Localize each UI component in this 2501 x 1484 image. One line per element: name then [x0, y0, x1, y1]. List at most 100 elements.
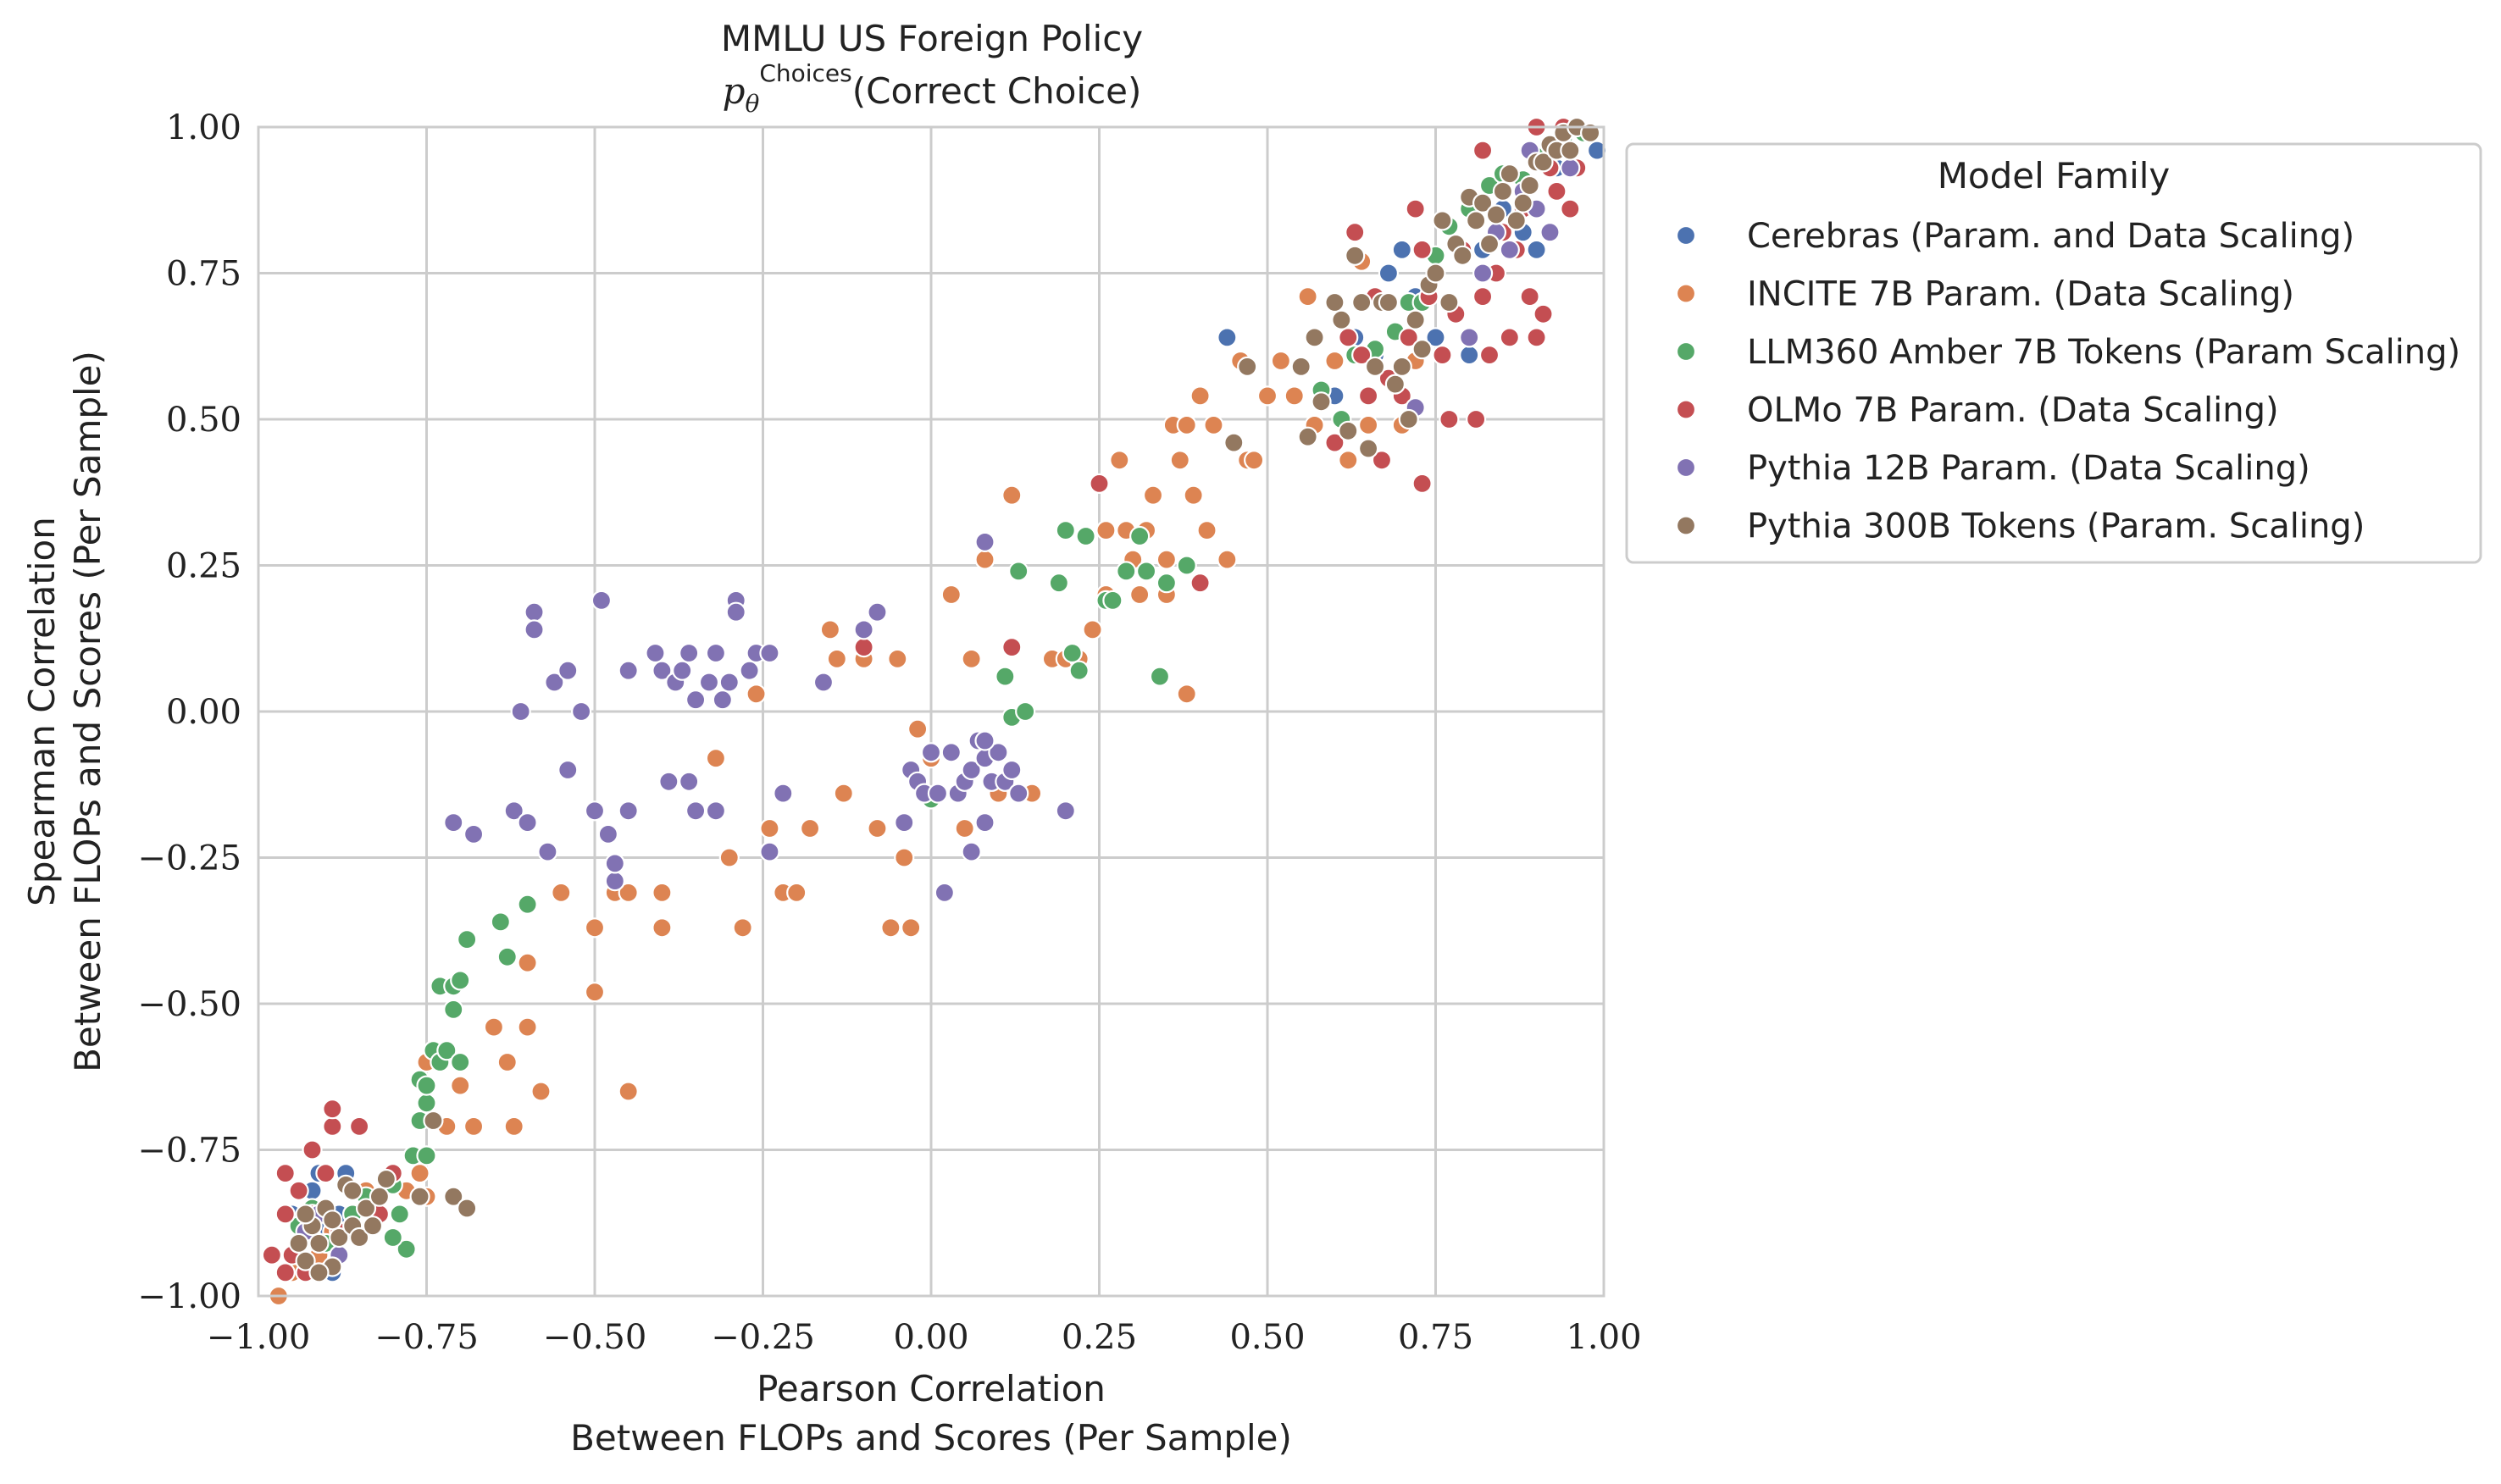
y-axis-title-line1: Spearman Correlation: [21, 517, 63, 906]
data-point: [1338, 327, 1359, 348]
data-point: [652, 660, 673, 681]
data-point: [1432, 345, 1453, 366]
data-point: [833, 783, 854, 804]
legend-marker: [1675, 399, 1697, 420]
data-point: [409, 1186, 430, 1207]
data-point: [961, 648, 982, 670]
data-point: [1116, 561, 1137, 582]
data-point: [322, 1116, 343, 1138]
data-point: [1391, 239, 1412, 260]
data-point: [1405, 198, 1426, 219]
data-point: [1290, 356, 1312, 377]
data-point: [1135, 561, 1157, 582]
data-point: [679, 771, 700, 792]
series-6-points: [288, 116, 1601, 1283]
data-point: [1311, 391, 1332, 413]
data-point: [457, 1198, 478, 1219]
data-point: [1001, 485, 1023, 506]
data-point: [732, 917, 753, 939]
data-point: [1055, 519, 1076, 541]
data-point: [880, 917, 901, 939]
data-point: [1485, 204, 1507, 225]
legend-label: LLM360 Amber 7B Tokens (Param Scaling): [1747, 333, 2460, 372]
data-points: [261, 116, 1608, 1307]
legend-label: Cerebras (Param. and Data Scaling): [1747, 217, 2354, 256]
legend-item: Cerebras (Param. and Data Scaling): [1675, 217, 2354, 256]
data-point: [685, 689, 707, 711]
data-point: [329, 1227, 350, 1249]
x-tick-label: −0.50: [543, 1318, 647, 1357]
data-point: [1506, 210, 1527, 231]
data-point: [974, 811, 995, 833]
data-point: [1149, 666, 1171, 687]
data-point: [887, 648, 908, 670]
y-tick-label: 1.00: [166, 108, 241, 147]
y-tick-label: 0.50: [166, 401, 241, 440]
y-tick-label: 0.00: [166, 693, 241, 732]
x-axis-title-line2: Between FLOPs and Scores (Per Sample): [570, 1417, 1292, 1459]
data-point: [1472, 140, 1494, 161]
data-point: [1492, 180, 1514, 202]
data-point: [1176, 684, 1197, 705]
data-point: [416, 1093, 437, 1114]
data-point: [1357, 414, 1379, 435]
data-point: [1357, 438, 1379, 459]
data-point: [940, 584, 962, 606]
data-point: [867, 601, 888, 623]
data-point: [1129, 525, 1151, 547]
data-point: [450, 1075, 471, 1096]
data-point: [450, 970, 471, 991]
data-point: [1526, 327, 1547, 348]
data-point: [604, 853, 625, 874]
data-point: [355, 1198, 377, 1219]
data-point: [1512, 192, 1533, 213]
legend-title: Model Family: [1938, 155, 2171, 197]
data-point: [1425, 263, 1446, 284]
legend-item: Pythia 300B Tokens (Param. Scaling): [1675, 507, 2365, 546]
data-point: [652, 882, 673, 904]
data-point: [1183, 485, 1204, 506]
legend-label: OLMo 7B Param. (Data Scaling): [1747, 391, 2279, 430]
data-point: [1371, 450, 1393, 471]
data-point: [369, 1186, 391, 1207]
data-point: [901, 917, 922, 939]
data-point: [584, 800, 606, 822]
data-point: [288, 1232, 309, 1254]
data-point: [988, 742, 1009, 763]
data-point: [1256, 385, 1278, 407]
y-tick-label: 0.25: [166, 547, 241, 586]
data-point: [597, 823, 618, 845]
data-point: [1324, 291, 1345, 313]
data-point: [443, 811, 464, 833]
data-point: [1546, 180, 1567, 202]
legend-label: Pythia 12B Param. (Data Scaling): [1747, 449, 2310, 488]
subtitle-subscript: θ: [745, 90, 759, 118]
data-point: [1338, 420, 1359, 441]
data-point: [1156, 549, 1178, 570]
data-point: [1008, 561, 1029, 582]
data-point: [1560, 198, 1581, 219]
data-point: [812, 672, 835, 693]
data-point: [591, 590, 613, 612]
data-point: [584, 917, 606, 939]
data-point: [759, 817, 780, 839]
data-point: [1432, 210, 1453, 231]
data-point: [1169, 450, 1190, 471]
data-point: [853, 636, 874, 658]
data-point: [1499, 163, 1520, 185]
data-point: [1459, 327, 1480, 348]
data-point: [1466, 210, 1487, 231]
data-point: [1109, 450, 1130, 471]
data-point: [517, 894, 538, 915]
data-point: [799, 817, 821, 839]
data-point: [1048, 573, 1069, 594]
data-point: [974, 730, 995, 751]
data-point: [961, 841, 982, 862]
data-point: [1472, 286, 1494, 307]
legend-marker: [1675, 515, 1697, 536]
data-point: [604, 870, 625, 892]
data-point: [759, 642, 780, 664]
data-point: [1089, 473, 1110, 495]
data-point: [1560, 158, 1581, 179]
data-point: [530, 1081, 552, 1102]
